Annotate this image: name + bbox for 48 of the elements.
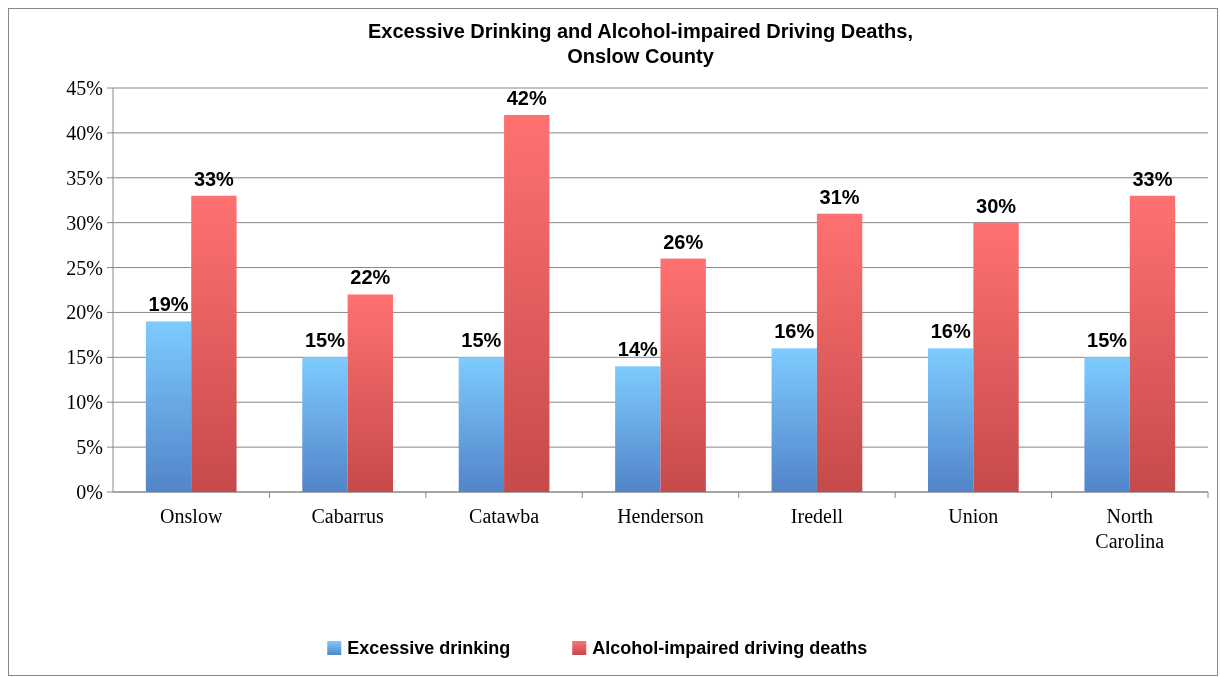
y-tick-label: 20%	[66, 301, 103, 324]
x-tick-label: Cabarrus	[311, 505, 384, 527]
data-label: 31%	[819, 185, 860, 208]
data-label: 42%	[506, 86, 547, 109]
x-tick-label: North Carolina	[1095, 505, 1165, 552]
y-tick-label: 15%	[66, 346, 103, 369]
legend-label: Alcohol-impaired driving deaths	[592, 638, 868, 659]
bar	[504, 114, 550, 492]
bar	[347, 294, 394, 492]
bar	[615, 366, 661, 492]
legend-label: Excessive drinking	[347, 638, 511, 659]
data-label: 16%	[930, 320, 971, 343]
bar	[973, 222, 1019, 492]
y-tick-label: 35%	[66, 166, 103, 189]
bar	[816, 213, 863, 492]
bar	[771, 348, 817, 492]
data-label: 15%	[1087, 329, 1128, 352]
y-tick-label: 25%	[66, 256, 103, 279]
bar	[145, 321, 192, 492]
bar	[927, 348, 974, 492]
bar	[458, 357, 505, 492]
data-label: 16%	[774, 320, 815, 343]
x-tick-label: Catawba	[469, 505, 540, 527]
bar	[1129, 195, 1176, 492]
x-tick-label: Henderson	[617, 505, 704, 527]
data-label: 15%	[461, 329, 502, 352]
y-tick-label: 45%	[66, 77, 103, 99]
data-label: 19%	[148, 293, 189, 316]
x-tick-label: Iredell	[790, 505, 844, 527]
data-label: 22%	[350, 266, 391, 289]
y-tick-label: 0%	[76, 481, 103, 503]
data-label: 30%	[976, 194, 1017, 217]
x-tick-label: Union	[948, 505, 999, 527]
bar	[660, 258, 706, 492]
bar	[191, 195, 237, 492]
data-label: 15%	[304, 329, 346, 352]
data-label: 14%	[617, 338, 659, 361]
data-label: 33%	[193, 167, 235, 190]
y-tick-label: 30%	[66, 211, 103, 234]
bar	[1084, 357, 1130, 492]
y-tick-label: 10%	[66, 391, 103, 414]
y-tick-label: 5%	[76, 436, 103, 459]
data-label: 26%	[663, 230, 704, 253]
bar	[302, 357, 348, 492]
data-label: 33%	[1132, 167, 1173, 190]
x-tick-label: Onslow	[160, 505, 223, 527]
y-tick-label: 40%	[66, 121, 103, 144]
chart-title: Excessive Drinking and Alcohol-impaired Driving Deaths, Onslow County	[368, 20, 913, 67]
